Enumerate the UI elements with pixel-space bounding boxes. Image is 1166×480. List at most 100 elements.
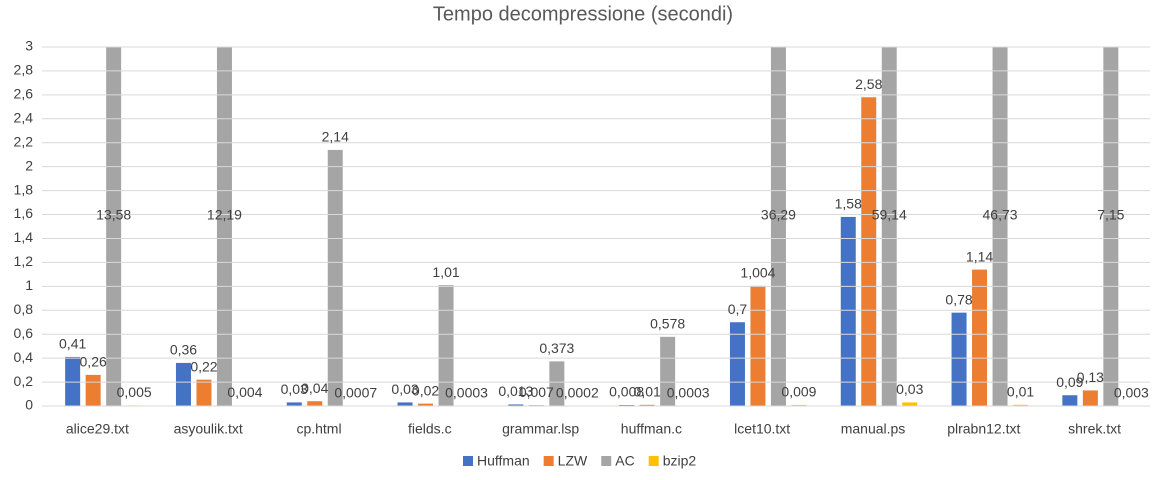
data-label: 0,03 <box>391 381 418 397</box>
data-label: 0,22 <box>190 358 217 374</box>
data-label: 0,02 <box>412 382 439 398</box>
data-label: 13,58 <box>96 206 131 222</box>
y-tick-label: 2,2 <box>14 133 34 149</box>
bar <box>196 379 212 406</box>
bar <box>397 402 413 406</box>
y-tick-label: 0,4 <box>14 349 34 365</box>
bar <box>902 402 918 406</box>
data-label: 0,003 <box>1114 384 1149 400</box>
data-label: 0,007 <box>519 384 554 400</box>
data-label: 0,013 <box>498 383 533 399</box>
bar <box>660 336 676 406</box>
bar <box>418 403 434 406</box>
data-label: 0,26 <box>80 354 107 370</box>
data-label: 0,7 <box>728 301 748 317</box>
y-tick-label: 0,2 <box>14 373 34 389</box>
bar <box>307 401 323 406</box>
y-tick-label: 2,4 <box>14 110 34 126</box>
bar <box>106 47 122 406</box>
x-tick-label: grammar.lsp <box>502 421 579 437</box>
data-label: 0,03 <box>281 381 308 397</box>
y-tick-label: 1,6 <box>14 205 34 221</box>
chart-title: Tempo decompressione (secondi) <box>433 3 733 25</box>
data-label: 1,01 <box>432 264 459 280</box>
y-tick-label: 2,6 <box>14 86 34 102</box>
bar <box>1062 395 1078 406</box>
legend-swatch <box>463 456 473 466</box>
bar <box>750 285 766 406</box>
bar <box>286 402 302 406</box>
data-label: 0,04 <box>301 380 328 396</box>
data-label: 2,14 <box>322 129 349 145</box>
data-label: 0,13 <box>1077 369 1104 385</box>
bar <box>770 47 786 406</box>
bar <box>951 312 967 406</box>
data-label: 1,004 <box>740 265 775 281</box>
bar <box>861 97 877 406</box>
data-label: 0,01 <box>634 384 661 400</box>
x-tick-label: manual.ps <box>841 421 906 437</box>
data-label: 12,19 <box>207 206 242 222</box>
data-label: 36,29 <box>761 206 796 222</box>
x-tick-label: fields.c <box>408 421 452 437</box>
legend-label: LZW <box>558 453 588 469</box>
y-tick-label: 1 <box>25 277 33 293</box>
y-tick-label: 1,8 <box>14 181 34 197</box>
bar <box>1103 47 1119 406</box>
x-tick-label: huffman.c <box>621 421 682 437</box>
data-label: 0,009 <box>781 384 816 400</box>
data-label: 0,03 <box>896 381 923 397</box>
data-label: 0,41 <box>59 336 86 352</box>
x-tick-label: alice29.txt <box>66 421 129 437</box>
data-label: 1,58 <box>835 196 862 212</box>
bar <box>881 47 897 406</box>
legend-label: AC <box>615 453 634 469</box>
data-label: 0,0003 <box>445 385 488 401</box>
data-label: 2,58 <box>855 76 882 92</box>
legend-swatch <box>648 456 659 466</box>
bar <box>639 404 655 406</box>
x-tick-label: asyoulik.txt <box>174 421 243 437</box>
y-tick-label: 0,8 <box>14 301 34 317</box>
data-label: 0,0007 <box>334 385 377 401</box>
legend-label: bzip2 <box>663 453 697 469</box>
bar <box>327 149 343 406</box>
bar <box>729 322 745 406</box>
y-tick-label: 1,2 <box>14 253 34 269</box>
x-tick-label: lcet10.txt <box>734 421 790 437</box>
bar <box>216 47 232 406</box>
x-tick-label: cp.html <box>296 421 341 437</box>
data-label: 0,78 <box>945 291 972 307</box>
y-tick-label: 1,4 <box>14 229 34 245</box>
data-label: 0,01 <box>1007 384 1034 400</box>
x-tick-label: plrabn12.txt <box>947 421 1020 437</box>
data-label: 0,0002 <box>556 385 599 401</box>
bar <box>840 216 856 406</box>
data-label: 0,373 <box>539 340 574 356</box>
data-label: 0,004 <box>227 384 262 400</box>
bar <box>791 404 807 406</box>
data-label: 0,09 <box>1056 374 1083 390</box>
bar <box>175 362 191 406</box>
legend-label: Huffman <box>477 453 530 469</box>
bar <box>85 374 101 406</box>
data-label: 1,14 <box>966 248 993 264</box>
bar <box>992 47 1008 406</box>
data-label: 0,36 <box>170 342 197 358</box>
x-tick-label: shrek.txt <box>1068 421 1121 437</box>
bar <box>549 361 565 406</box>
data-label: 0,0003 <box>667 385 710 401</box>
y-tick-label: 0 <box>25 397 33 413</box>
y-tick-label: 2,8 <box>14 62 34 78</box>
legend-swatch <box>601 456 612 466</box>
data-label: 46,73 <box>983 206 1018 222</box>
data-label: 0,578 <box>650 316 685 332</box>
y-tick-label: 3 <box>25 38 33 54</box>
legend-swatch <box>543 456 554 466</box>
bar <box>1013 404 1029 406</box>
bar <box>972 269 988 406</box>
bar <box>438 285 454 406</box>
bar <box>1082 390 1098 406</box>
